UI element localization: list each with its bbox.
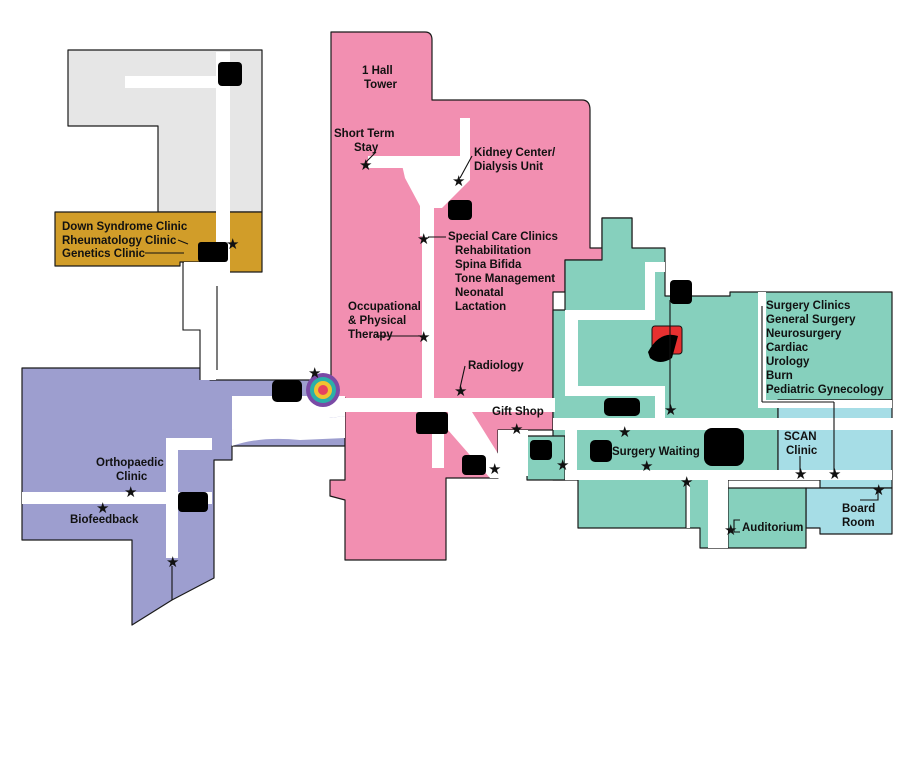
special-care-clinics-title: Special Care Clinics: [448, 231, 558, 243]
scan-clinic-label-line1: SCAN: [784, 431, 817, 443]
special-care-item: Lactation: [455, 301, 506, 313]
star-marker-icon: ★: [359, 156, 372, 174]
redacted-elevator-icon: [704, 428, 744, 466]
surgery-clinics-title: Surgery Clinics: [766, 300, 850, 312]
surgery-clinic-item: General Surgery: [766, 314, 856, 326]
surgery-clinic-item: Pediatric Gynecology: [766, 384, 884, 396]
redacted-elevator-icon: [670, 280, 692, 304]
orthopaedic-clinic-label-line2: Clinic: [116, 471, 148, 483]
redacted-elevator-icon: [178, 492, 208, 512]
down-syndrome-clinic-label: Down Syndrome Clinic: [62, 221, 188, 233]
location-markers: ★ ★ ★ ★ ★ ★ ★ ★ ★ ★ ★ ★ ★ ★ ★ ★ ★ ★ ★ ★ …: [96, 156, 885, 571]
star-marker-icon: ★: [488, 460, 501, 478]
star-marker-icon: ★: [308, 364, 321, 382]
special-care-item: Spina Bifida: [455, 259, 522, 271]
occupational-therapy-label-line1: Occupational: [348, 301, 421, 313]
star-marker-icon: ★: [618, 423, 631, 441]
surgery-waiting-label: Surgery Waiting: [612, 446, 700, 458]
redacted-elevator-icon: [448, 200, 472, 220]
orthopaedic-clinic-label-line1: Orthopaedic: [96, 457, 164, 469]
redacted-elevator-icon: [604, 398, 640, 416]
occupational-therapy-label-line3: Therapy: [348, 329, 393, 341]
star-marker-icon: ★: [680, 473, 693, 491]
redacted-elevator-icon: [462, 455, 486, 475]
redacted-elevator-icon: [272, 380, 302, 402]
redacted-elevator-icon: [218, 62, 242, 86]
star-marker-icon: ★: [556, 456, 569, 474]
special-care-item: Tone Management: [455, 273, 555, 285]
radiology-label: Radiology: [468, 360, 524, 372]
kidney-center-label-line1: Kidney Center/: [474, 147, 556, 159]
redacted-elevator-icons: [178, 62, 744, 512]
scan-clinic-label-line2: Clinic: [786, 445, 818, 457]
hall-tower-label-line2: Tower: [364, 79, 398, 91]
occupational-therapy-label-line2: & Physical: [348, 315, 406, 327]
hall-tower-label-line1: 1 Hall: [362, 65, 393, 77]
board-room-label-line2: Room: [842, 517, 875, 529]
surgery-clinic-item: Neurosurgery: [766, 328, 842, 340]
biofeedback-label: Biofeedback: [70, 514, 139, 526]
star-marker-icon: ★: [226, 235, 239, 253]
auditorium-label: Auditorium: [742, 522, 803, 534]
gift-shop-label: Gift Shop: [492, 406, 544, 418]
star-marker-icon: ★: [417, 328, 430, 346]
star-marker-icon: ★: [454, 382, 467, 400]
short-term-stay-label-line1: Short Term: [334, 128, 395, 140]
star-marker-icon: ★: [510, 420, 523, 438]
short-term-stay-label-line2: Stay: [354, 142, 379, 154]
rheumatology-clinic-label: Rheumatology Clinic: [62, 235, 177, 247]
hospital-logo-icon: [306, 373, 340, 407]
surgery-clinic-item: Burn: [766, 370, 793, 382]
special-care-item: Neonatal: [455, 287, 504, 299]
star-marker-icon: ★: [724, 521, 737, 539]
star-marker-icon: ★: [417, 230, 430, 248]
board-room-label-line1: Board: [842, 503, 875, 515]
star-marker-icon: ★: [794, 465, 807, 483]
star-marker-icon: ★: [640, 457, 653, 475]
star-marker-icon: ★: [828, 465, 841, 483]
surgery-clinic-item: Urology: [766, 356, 810, 368]
hallways: [22, 52, 893, 558]
star-marker-icon: ★: [664, 401, 677, 419]
genetics-clinic-label: Genetics Clinic: [62, 248, 146, 260]
auditorium-area: [727, 487, 807, 549]
star-marker-icon: ★: [96, 499, 109, 517]
star-marker-icon: ★: [872, 481, 885, 499]
star-marker-icon: ★: [124, 483, 137, 501]
star-marker-icon: ★: [166, 553, 179, 571]
redacted-elevator-icon: [590, 440, 612, 462]
redacted-elevator-icon: [416, 412, 448, 434]
star-marker-icon: ★: [452, 172, 465, 190]
redacted-elevator-icon: [198, 242, 228, 262]
redacted-elevator-icon: [530, 440, 552, 460]
leader-lines: [145, 151, 879, 600]
kidney-center-label-line2: Dialysis Unit: [474, 161, 543, 173]
surgery-clinic-item: Cardiac: [766, 342, 809, 354]
special-care-item: Rehabilitation: [455, 245, 531, 257]
